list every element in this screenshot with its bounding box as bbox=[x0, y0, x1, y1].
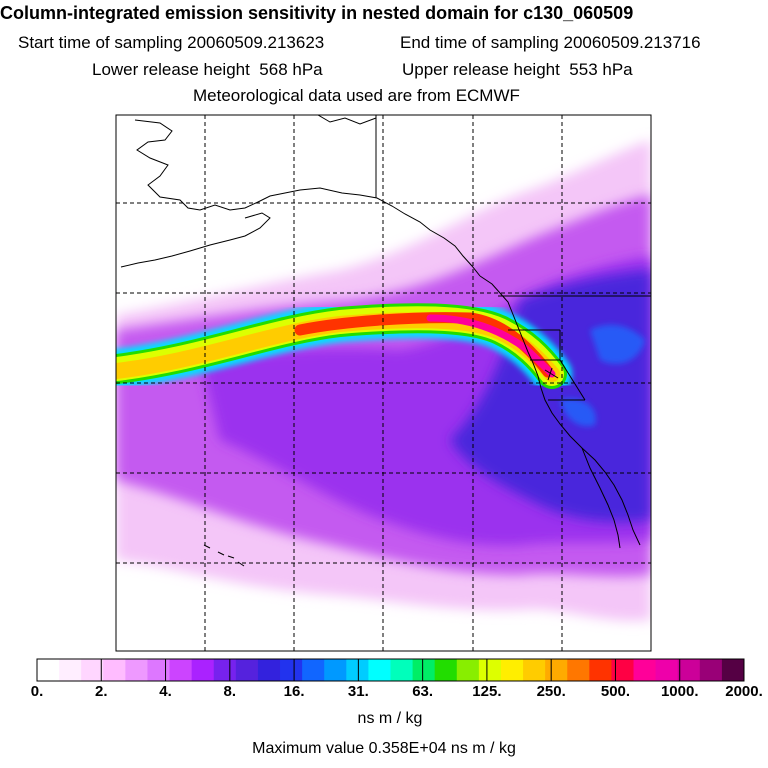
colorbar-swatch bbox=[169, 659, 193, 681]
end-time-line: End time of sampling 20060509.213716 bbox=[400, 33, 701, 53]
colorbar-swatch bbox=[280, 659, 303, 681]
colorbar bbox=[36, 658, 745, 682]
start-time-value: 20060509.213623 bbox=[187, 33, 325, 52]
colorbar-swatch bbox=[103, 659, 126, 681]
colorbar-tick-label: 63. bbox=[412, 683, 434, 700]
colorbar-tick-label: 16. bbox=[283, 683, 305, 700]
coastlines bbox=[120, 115, 651, 567]
sensitivity-field bbox=[116, 140, 651, 621]
colorbar-swatch bbox=[434, 659, 458, 681]
colorbar-swatch bbox=[191, 659, 215, 681]
colorbar-swatch bbox=[346, 659, 369, 681]
upper-height-label: Upper release height bbox=[402, 60, 560, 79]
colorbar-swatch bbox=[456, 659, 480, 681]
colorbar-tick-label: 4. bbox=[159, 683, 172, 700]
west-coast-north-america bbox=[479, 275, 641, 546]
colorbar-tick-label: 0. bbox=[30, 683, 44, 700]
colorbar-swatch bbox=[81, 659, 104, 681]
start-time-line: Start time of sampling 20060509.213623 bbox=[18, 33, 324, 53]
aleutian-chain bbox=[120, 212, 271, 268]
colorbar-swatch bbox=[611, 659, 635, 681]
colorbar-swatch bbox=[37, 659, 60, 681]
end-time-label: End time of sampling bbox=[400, 33, 559, 52]
lower-height-value: 568 hPa bbox=[259, 60, 323, 79]
alaska-coast bbox=[134, 119, 481, 277]
colorbar-swatch bbox=[324, 659, 347, 681]
colorbar-swatch bbox=[677, 659, 701, 681]
colorbar-swatch bbox=[59, 659, 82, 681]
baja-peninsula bbox=[581, 447, 621, 549]
colorbar-units: ns m / kg bbox=[357, 710, 423, 727]
colorbar-swatch bbox=[699, 659, 723, 681]
colorbar-swatch bbox=[390, 659, 414, 681]
end-time-value: 20060509.213716 bbox=[563, 33, 701, 52]
colorbar-swatch bbox=[567, 659, 590, 681]
colorbar-tick-label: 8. bbox=[223, 683, 237, 700]
met-data-line: Meteorological data used are from ECMWF bbox=[193, 86, 520, 105]
colorbar-swatch bbox=[721, 659, 745, 681]
colorbar-swatch bbox=[213, 659, 237, 681]
colorbar-tick-label: 250. bbox=[536, 683, 566, 700]
colorbar-tick-label: 500. bbox=[600, 683, 631, 700]
colorbar-swatch bbox=[523, 659, 546, 681]
colorbar-swatch bbox=[589, 659, 612, 681]
north-coast bbox=[317, 115, 377, 125]
map-frame bbox=[115, 114, 652, 652]
maximum-value: Maximum value 0.358E+04 ns m / kg bbox=[252, 740, 516, 757]
colorbar-tick-label: 2000. bbox=[725, 683, 763, 700]
trajectory-plume bbox=[116, 298, 572, 394]
colorbar-swatch bbox=[368, 659, 391, 681]
plot-title: Column-integrated emission sensitivity i… bbox=[0, 3, 634, 23]
hawaii-islands bbox=[203, 544, 245, 567]
colorbar-swatch bbox=[235, 659, 259, 681]
colorbar-frame bbox=[36, 658, 745, 682]
lower-height-line: Lower release height 568 hPa bbox=[92, 60, 323, 80]
colorbar-swatch bbox=[257, 659, 281, 681]
colorbar-swatch bbox=[478, 659, 502, 681]
colorbar-tick-label: 31. bbox=[347, 683, 369, 700]
colorbar-swatch bbox=[125, 659, 148, 681]
colorbar-swatch bbox=[545, 659, 568, 681]
field-blue-spots bbox=[560, 324, 645, 427]
upper-height-line: Upper release height 553 hPa bbox=[402, 60, 633, 80]
state-borders bbox=[508, 329, 586, 401]
colorbar-swatch bbox=[147, 659, 171, 681]
release-point-marker bbox=[544, 367, 559, 381]
colorbar-swatch bbox=[655, 659, 679, 681]
colorbar-tick-label: 125. bbox=[472, 683, 502, 700]
colorbar-swatch bbox=[302, 659, 325, 681]
colorbar-swatch bbox=[633, 659, 657, 681]
upper-height-value: 553 hPa bbox=[569, 60, 633, 79]
colorbar-swatch bbox=[500, 659, 524, 681]
colorbar-tick-label: 2. bbox=[95, 683, 108, 700]
colorbar-swatch bbox=[412, 659, 436, 681]
colorbar-tick-label: 1000. bbox=[660, 683, 699, 700]
start-time-label: Start time of sampling bbox=[18, 33, 183, 52]
lat-lon-grid bbox=[116, 115, 651, 651]
lower-height-label: Lower release height bbox=[92, 60, 250, 79]
